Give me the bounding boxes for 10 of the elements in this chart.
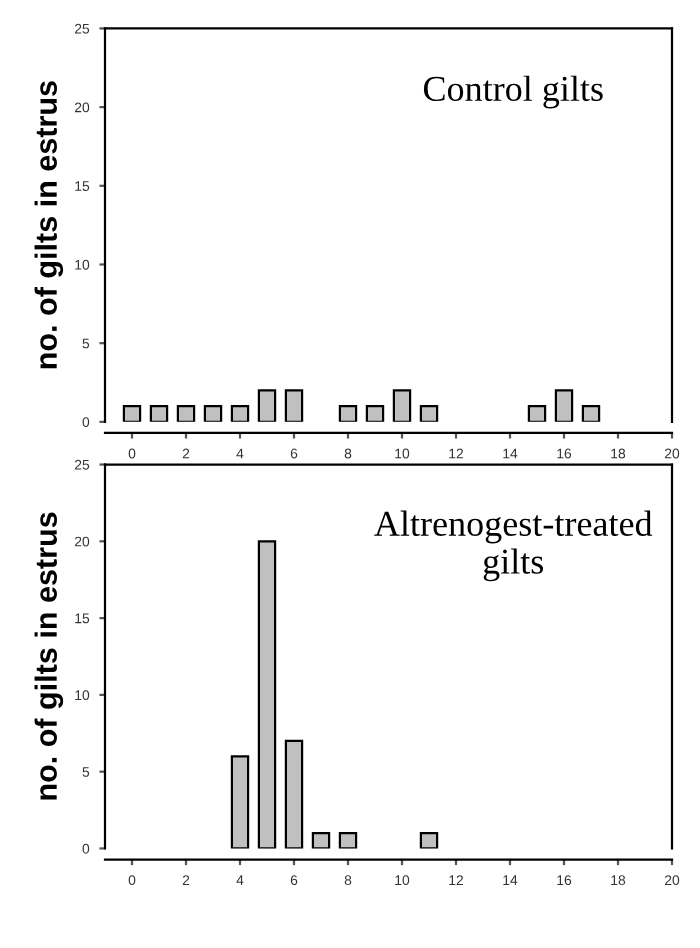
text: Altrenogest-treated gilts <box>374 510 653 582</box>
y-axis-title: no. of gilts in estrus <box>34 512 64 800</box>
bar <box>419 831 439 849</box>
bar <box>338 831 358 849</box>
bar <box>284 739 304 849</box>
bar <box>230 755 250 849</box>
text: Control gilts <box>423 75 603 109</box>
bar <box>257 540 277 849</box>
bar <box>311 831 331 849</box>
y-axis-title: no. of gilts in estrus <box>34 81 64 369</box>
